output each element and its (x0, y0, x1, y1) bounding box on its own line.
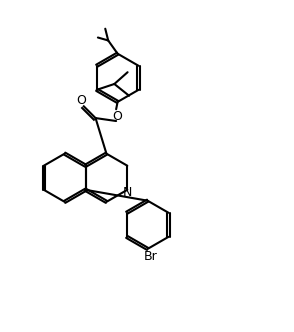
Text: O: O (76, 94, 86, 107)
Text: Br: Br (144, 250, 157, 263)
Text: O: O (113, 110, 123, 123)
Text: N: N (123, 186, 132, 199)
